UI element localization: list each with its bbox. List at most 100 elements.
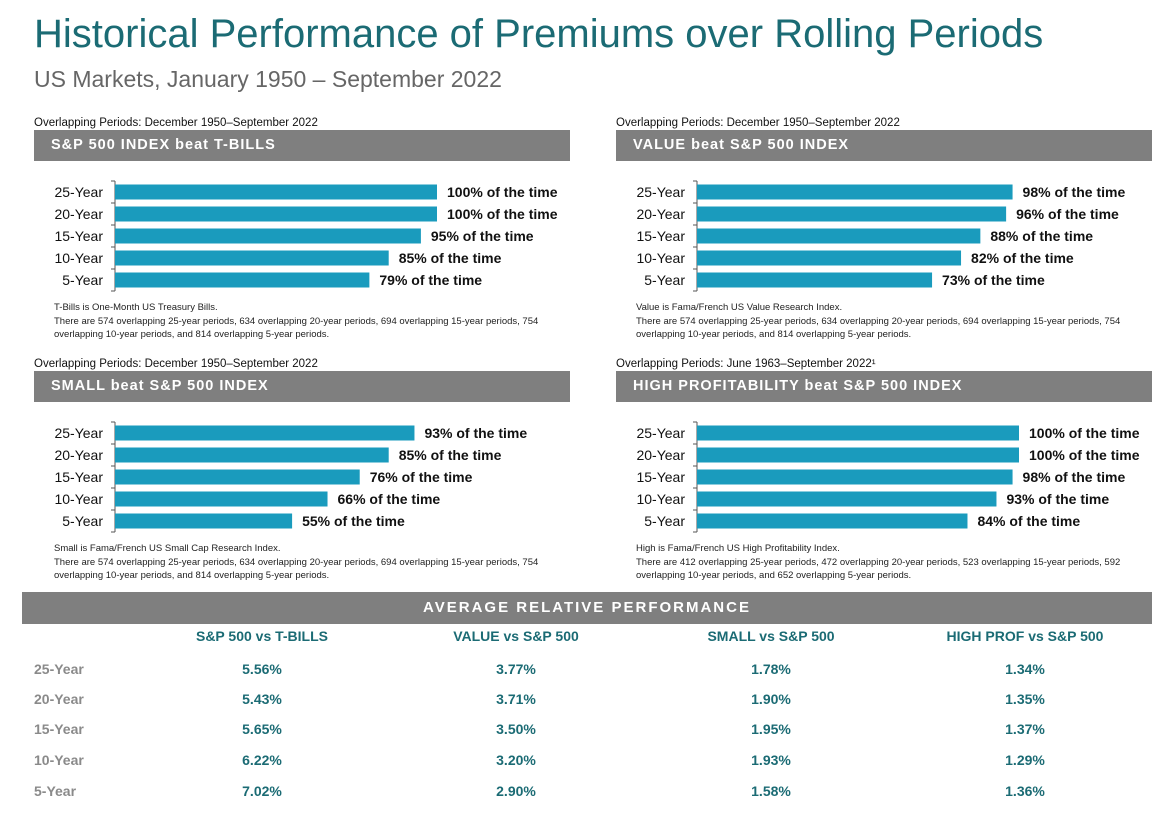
table-cell: 1.35% xyxy=(1005,691,1045,707)
bar-value-label: 76% of the time xyxy=(370,469,473,485)
table-cell: 1.34% xyxy=(1005,661,1045,677)
category-label: 10-Year xyxy=(54,250,103,266)
row-label: 10-Year xyxy=(34,752,84,768)
bar xyxy=(697,513,968,529)
category-label: 5-Year xyxy=(644,272,685,288)
category-label: 15-Year xyxy=(54,469,103,485)
page-title: Historical Performance of Premiums over … xyxy=(34,12,1044,56)
bar xyxy=(697,228,981,244)
panel-highprof-vs-sp500: Overlapping Periods: June 1963–September… xyxy=(616,358,1152,584)
bar-value-label: 100% of the time xyxy=(447,184,558,200)
bar-value-label: 95% of the time xyxy=(431,228,534,244)
bar xyxy=(115,513,293,529)
bar xyxy=(697,447,1019,463)
note-line: Small is Fama/French US Small Cap Resear… xyxy=(54,543,281,554)
category-label: 25-Year xyxy=(636,184,685,200)
column-header: SMALL vs S&P 500 xyxy=(707,628,835,644)
bar xyxy=(697,469,1013,485)
bar-chart: 25-Year 100% of the time 20-Year 100% of th… xyxy=(636,421,1140,533)
table-cell: 1.37% xyxy=(1005,721,1045,737)
category-label: 10-Year xyxy=(636,250,685,266)
bar-value-label: 93% of the time xyxy=(424,425,527,441)
category-label: 20-Year xyxy=(636,206,685,222)
period-label: Overlapping Periods: December 1950–Septe… xyxy=(34,358,318,370)
note-line: There are 574 overlapping 25-year period… xyxy=(54,556,539,582)
bar-value-label: 88% of the time xyxy=(990,228,1093,244)
bar xyxy=(697,250,962,266)
table-cell: 1.90% xyxy=(751,691,791,707)
category-label: 15-Year xyxy=(636,228,685,244)
bar xyxy=(697,491,997,507)
note-line: High is Fama/French US High Profitabilit… xyxy=(636,543,840,554)
row-label: 5-Year xyxy=(34,783,77,799)
table-cell: 1.36% xyxy=(1005,783,1045,799)
bar-value-label: 100% of the time xyxy=(1029,447,1140,463)
column-header: HIGH PROF vs S&P 500 xyxy=(946,628,1104,644)
panel-small-vs-sp500: Overlapping Periods: December 1950–Septe… xyxy=(34,358,570,584)
table-cell: 5.56% xyxy=(242,661,282,677)
table-cell: 7.02% xyxy=(242,783,282,799)
bar-value-label: 66% of the time xyxy=(338,491,441,507)
bar-value-label: 82% of the time xyxy=(971,250,1074,266)
column-header: S&P 500 vs T-BILLS xyxy=(195,628,328,644)
category-label: 5-Year xyxy=(62,513,103,529)
table-cell: 1.78% xyxy=(751,661,791,677)
bar xyxy=(115,491,328,507)
bar-value-label: 85% of the time xyxy=(399,250,502,266)
bar-chart: 25-Year 98% of the time 20-Year 96% of the … xyxy=(636,180,1126,292)
chart-title-band: HIGH PROFITABILITY beat S&P 500 INDEX xyxy=(616,371,1152,402)
table-cell: 6.22% xyxy=(242,752,282,768)
category-label: 25-Year xyxy=(54,425,103,441)
period-label: Overlapping Periods: June 1963–September… xyxy=(616,358,876,370)
category-label: 5-Year xyxy=(644,513,685,529)
note-line: T-Bills is One-Month US Treasury Bills. xyxy=(54,302,218,313)
bar xyxy=(697,184,1013,200)
bar-value-label: 98% of the time xyxy=(1023,184,1126,200)
table-cell: 3.20% xyxy=(496,752,536,768)
row-label: 25-Year xyxy=(34,661,84,677)
row-label: 15-Year xyxy=(34,721,84,737)
category-label: 20-Year xyxy=(636,447,685,463)
bar-value-label: 100% of the time xyxy=(447,206,558,222)
category-label: 25-Year xyxy=(636,425,685,441)
table-cell: 3.71% xyxy=(496,691,536,707)
chart-title-band: S&P 500 INDEX beat T-BILLS xyxy=(34,130,570,161)
bar-value-label: 93% of the time xyxy=(1006,491,1109,507)
bar xyxy=(115,184,437,200)
category-label: 5-Year xyxy=(62,272,103,288)
bar-value-label: 98% of the time xyxy=(1023,469,1126,485)
panel-value-vs-sp500: Overlapping Periods: December 1950–Septe… xyxy=(616,117,1152,343)
category-label: 10-Year xyxy=(54,491,103,507)
note-line: Value is Fama/French US Value Research I… xyxy=(636,302,843,313)
chart-notes: Small is Fama/French US Small Cap Resear… xyxy=(54,542,574,583)
period-label: Overlapping Periods: December 1950–Septe… xyxy=(34,117,318,129)
table-cell: 2.90% xyxy=(496,783,536,799)
category-label: 20-Year xyxy=(54,447,103,463)
category-label: 15-Year xyxy=(636,469,685,485)
bar xyxy=(697,425,1019,441)
chart-title-band: SMALL beat S&P 500 INDEX xyxy=(34,371,570,402)
chart-notes: Value is Fama/French US Value Research I… xyxy=(636,301,1156,342)
note-line: There are 574 overlapping 25-year period… xyxy=(54,315,539,341)
table-cell: 1.93% xyxy=(751,752,791,768)
chart-notes: T-Bills is One-Month US Treasury Bills. … xyxy=(54,301,574,342)
chart-title-band: VALUE beat S&P 500 INDEX xyxy=(616,130,1152,161)
table-cell: 1.95% xyxy=(751,721,791,737)
table-cell: 3.50% xyxy=(496,721,536,737)
bar xyxy=(115,425,415,441)
bar-value-label: 55% of the time xyxy=(302,513,405,529)
bar xyxy=(115,447,389,463)
panel-sp500-vs-tbills: Overlapping Periods: December 1950–Septe… xyxy=(34,117,570,343)
row-label: 20-Year xyxy=(34,691,84,707)
bar xyxy=(697,206,1007,222)
avg-relative-performance-band: AVERAGE RELATIVE PERFORMANCE xyxy=(22,592,1152,624)
table-cell: 5.65% xyxy=(242,721,282,737)
bar xyxy=(115,469,360,485)
category-label: 25-Year xyxy=(54,184,103,200)
bar-value-label: 96% of the time xyxy=(1016,206,1119,222)
page-subtitle: US Markets, January 1950 – September 202… xyxy=(34,66,502,92)
bar xyxy=(115,250,389,266)
bar-value-label: 84% of the time xyxy=(977,513,1080,529)
table-cell: 3.77% xyxy=(496,661,536,677)
bar-value-label: 79% of the time xyxy=(379,272,482,288)
